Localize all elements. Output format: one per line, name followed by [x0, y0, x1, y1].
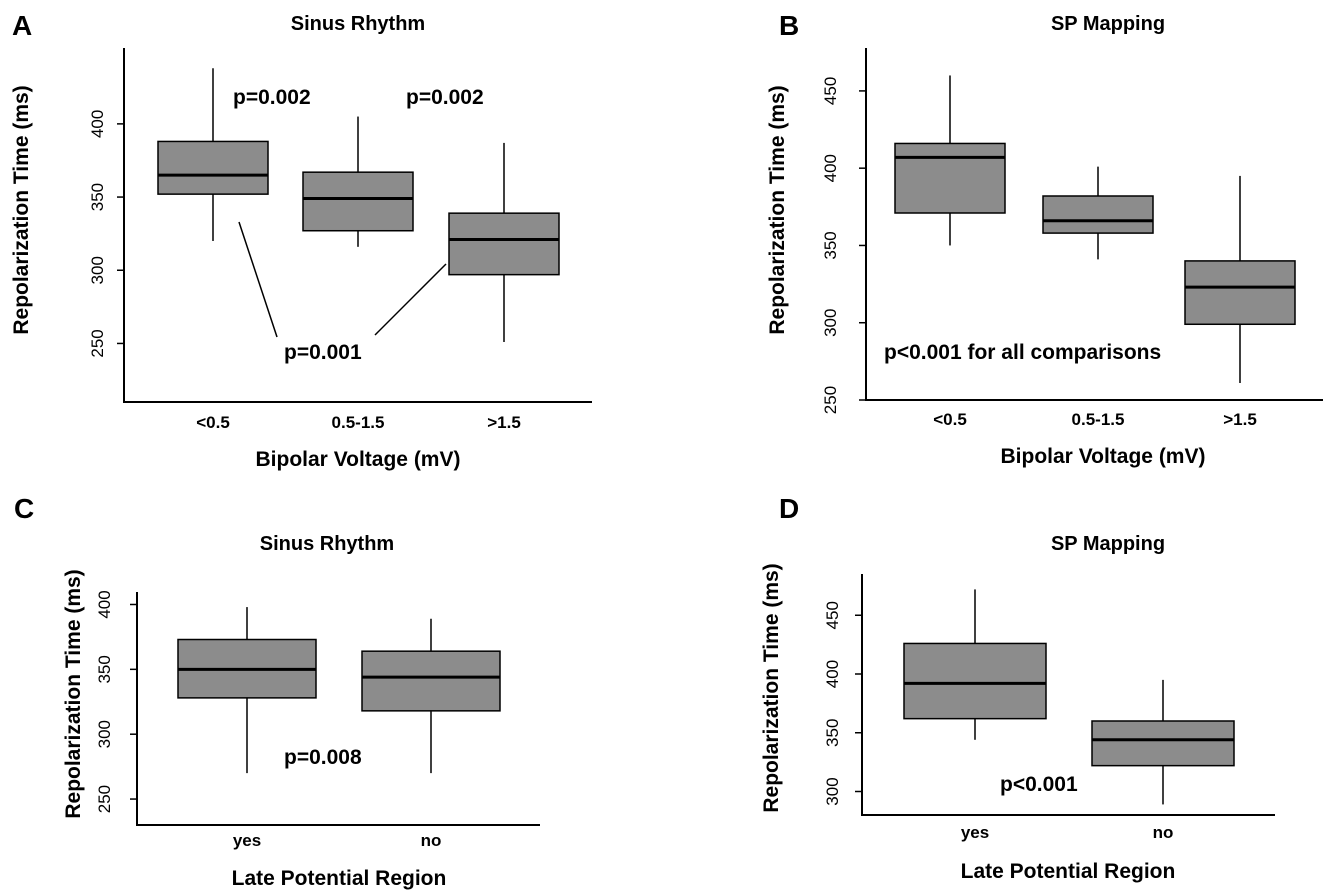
panel-d-ytick-label: 400	[823, 660, 842, 688]
panel-b-ylabel: Repolarization Time (ms)	[766, 85, 789, 334]
panel-a-ylabel: Repolarization Time (ms)	[10, 85, 33, 334]
panel-b-category-label: 0.5-1.5	[1072, 410, 1125, 429]
panel-c-ylabel: Repolarization Time (ms)	[62, 569, 85, 818]
panel-b-ytick-label: 250	[821, 386, 840, 414]
panel-c-title: Sinus Rhythm	[260, 533, 394, 555]
panel-a-box-<0.5	[157, 140, 269, 195]
panel-letter-c: C	[14, 493, 34, 524]
panel-c-category-label: no	[421, 831, 442, 850]
panel-a-pvalue-3: p=0.001	[284, 341, 362, 364]
panel-a-ytick-label: 300	[88, 256, 107, 284]
panel-d-axes	[861, 574, 1275, 816]
panel-d-category-label: yes	[961, 823, 989, 842]
panel-a-box->1.5	[448, 212, 560, 276]
panel-a-pvalue-2: p=0.002	[406, 86, 484, 109]
panel-letter-a: A	[12, 10, 32, 41]
panel-b-category-label: >1.5	[1223, 410, 1257, 429]
panel-letter-d: D	[779, 493, 799, 524]
panel-d-ytick-label: 350	[823, 719, 842, 747]
panel-b: B SP Mapping Repolarization Time (ms) Bi…	[766, 10, 1323, 468]
panel-d-pvalue: p<0.001	[1000, 773, 1078, 796]
panel-b-pvalue: p<0.001 for all comparisons	[884, 341, 1161, 364]
panel-a-category-label: >1.5	[487, 413, 521, 432]
panel-b-ytick-label: 400	[821, 154, 840, 182]
panel-b-ytick-label: 300	[821, 309, 840, 337]
panel-d-category-label: no	[1153, 823, 1174, 842]
panel-b-box-<0.5	[894, 142, 1006, 214]
panel-a-axes	[123, 48, 592, 403]
panel-c-ytick-label: 400	[95, 590, 114, 618]
panel-c-category-label: yes	[233, 831, 261, 850]
panel-b-box->1.5	[1184, 260, 1296, 326]
panel-d-ytick-label: 300	[823, 777, 842, 805]
panel-a-connector-left	[238, 221, 278, 338]
panel-d-xlabel: Late Potential Region	[961, 860, 1176, 883]
panel-letter-b: B	[779, 10, 799, 41]
panel-a-category-label: <0.5	[196, 413, 230, 432]
panel-a-ytick-label: 400	[88, 110, 107, 138]
panel-b-ytick-label: 350	[821, 231, 840, 259]
panel-d-box-no	[1091, 720, 1235, 767]
panel-d-ylabel: Repolarization Time (ms)	[760, 563, 783, 812]
panel-c-ytick-label: 300	[95, 720, 114, 748]
panel-c-box-no	[361, 650, 501, 712]
panel-d: D SP Mapping Repolarization Time (ms) La…	[760, 493, 1275, 883]
panel-c-xlabel: Late Potential Region	[232, 867, 447, 890]
panel-c: C Sinus Rhythm Repolarization Time (ms) …	[14, 493, 540, 890]
panel-b-box-0.5-1.5	[1042, 195, 1154, 234]
panel-a-pvalue-1: p=0.002	[233, 86, 311, 109]
panel-d-box-yes	[903, 642, 1047, 720]
panel-a: A Sinus Rhythm Repolarization Time (ms) …	[10, 10, 592, 471]
panel-d-ytick-label: 450	[823, 601, 842, 629]
panel-a-xlabel: Bipolar Voltage (mV)	[256, 448, 461, 471]
panel-c-pvalue: p=0.008	[284, 746, 362, 769]
panel-b-title: SP Mapping	[1051, 13, 1165, 35]
panel-a-title: Sinus Rhythm	[291, 13, 425, 35]
panel-c-ytick-label: 250	[95, 785, 114, 813]
panel-b-category-label: <0.5	[933, 410, 967, 429]
panel-b-ytick-label: 450	[821, 77, 840, 105]
panel-a-box-0.5-1.5	[302, 171, 414, 232]
panel-a-ytick-label: 350	[88, 183, 107, 211]
panel-a-category-label: 0.5-1.5	[332, 413, 385, 432]
panel-a-ytick-label: 250	[88, 329, 107, 357]
panel-c-ytick-label: 350	[95, 655, 114, 683]
panel-d-title: SP Mapping	[1051, 533, 1165, 555]
panel-b-xlabel: Bipolar Voltage (mV)	[1001, 445, 1206, 468]
panel-a-connector-right	[374, 263, 447, 336]
